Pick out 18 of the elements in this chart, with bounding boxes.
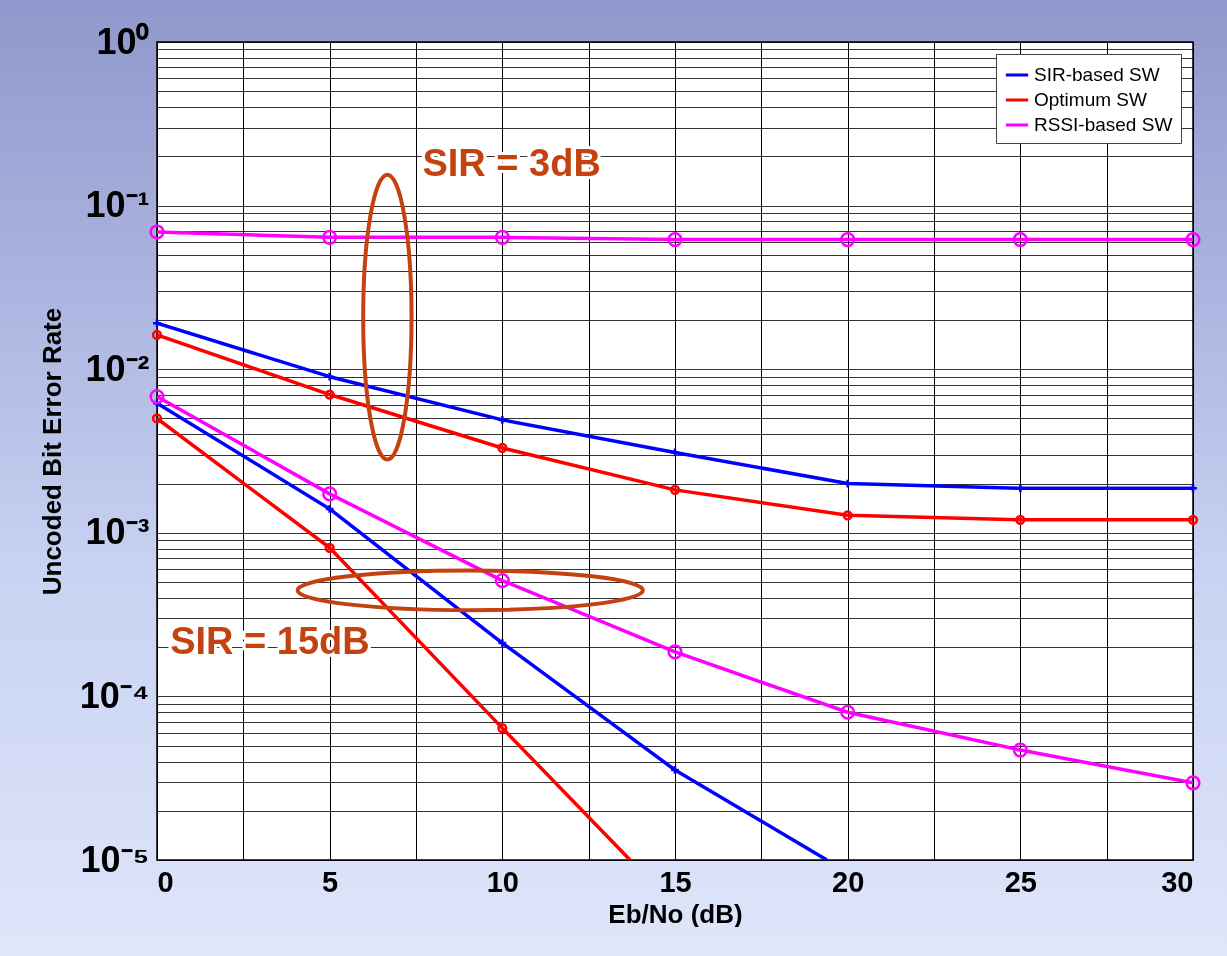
legend-label: RSSI-based SW	[1034, 114, 1173, 135]
x-tick-label: 25	[1004, 865, 1037, 898]
x-tick-label: 0	[157, 865, 174, 898]
x-tick-label: 10	[486, 865, 519, 898]
x-tick-label: 15	[659, 865, 692, 898]
x-tick-label: 5	[322, 865, 339, 898]
y-tick-label: 10⁻¹	[85, 184, 150, 226]
y-axis-title: Uncoded Bit Error Rate	[36, 307, 67, 596]
x-tick-label: 20	[832, 865, 865, 898]
x-tick-label: 30	[1161, 865, 1194, 898]
y-tick-label: 10⁰	[96, 20, 150, 62]
legend-label: Optimum SW	[1034, 89, 1148, 110]
y-tick-label: 10⁻⁵	[80, 838, 150, 880]
legend-label: SIR-based SW	[1034, 64, 1160, 85]
y-tick-label: 10⁻⁴	[79, 674, 150, 716]
y-tick-label: 10⁻²	[85, 347, 150, 389]
x-axis-title: Eb/No (dB)	[608, 898, 743, 929]
y-tick-label: 10⁻³	[85, 511, 150, 553]
